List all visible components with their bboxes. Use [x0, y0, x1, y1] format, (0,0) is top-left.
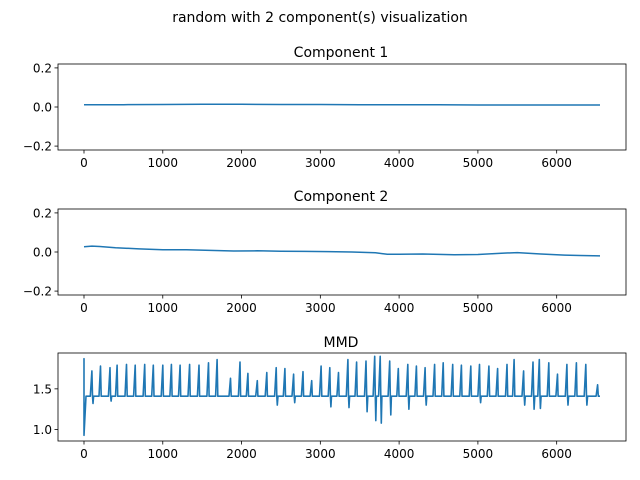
x-tick-label: 2000 — [226, 301, 257, 315]
panel-title: Component 1 — [294, 45, 389, 61]
y-tick-label: 1.5 — [33, 382, 52, 396]
x-tick-label: 4000 — [384, 301, 415, 315]
x-tick-label: 0 — [80, 301, 88, 315]
y-tick-label: −0.2 — [23, 140, 52, 154]
x-tick-label: 2000 — [226, 447, 257, 461]
x-tick-label: 5000 — [463, 447, 494, 461]
axes-frame — [57, 352, 627, 442]
x-tick-label: 1000 — [148, 447, 179, 461]
series-line — [83, 103, 600, 106]
x-tick-label: 0 — [80, 156, 88, 170]
y-tick-label: 1.0 — [33, 423, 52, 437]
x-tick-label: 6000 — [541, 156, 572, 170]
figure-title: random with 2 component(s) visualization — [172, 10, 468, 26]
panel-title: Component 2 — [294, 189, 389, 205]
x-tick-label: 4000 — [384, 156, 415, 170]
panel-title: MMD — [324, 335, 359, 351]
x-tick-label: 0 — [80, 447, 88, 461]
y-tick-label: 0.0 — [33, 101, 52, 115]
x-tick-label: 1000 — [148, 156, 179, 170]
x-tick-label: 2000 — [226, 156, 257, 170]
series-line — [83, 245, 601, 257]
y-tick-label: −0.2 — [23, 285, 52, 299]
y-tick-label: 0.2 — [33, 206, 52, 220]
x-tick-label: 6000 — [541, 447, 572, 461]
panel-component-1: Component 1 0 1000 2000 3000 4000 5000 6000 −0.… — [23, 45, 627, 170]
panel-component-2: Component 2 0 1000 2000 3000 4000 5000 6000 −0.… — [23, 189, 627, 315]
x-tick-label: 3000 — [305, 156, 336, 170]
x-tick-label: 3000 — [305, 301, 336, 315]
y-tick-label: 0.2 — [33, 61, 52, 75]
axes-frame — [57, 63, 627, 151]
y-tick-label: 0.0 — [33, 246, 52, 260]
x-tick-label: 5000 — [463, 156, 494, 170]
x-tick-label: 4000 — [384, 447, 415, 461]
x-tick-label: 1000 — [148, 301, 179, 315]
series-line — [83, 355, 600, 437]
x-tick-label: 6000 — [541, 301, 572, 315]
panel-mmd: MMD 0 1000 2000 3000 4000 5000 6000 1.0 1.5 — [33, 335, 627, 461]
x-tick-label: 5000 — [463, 301, 494, 315]
x-tick-label: 3000 — [305, 447, 336, 461]
